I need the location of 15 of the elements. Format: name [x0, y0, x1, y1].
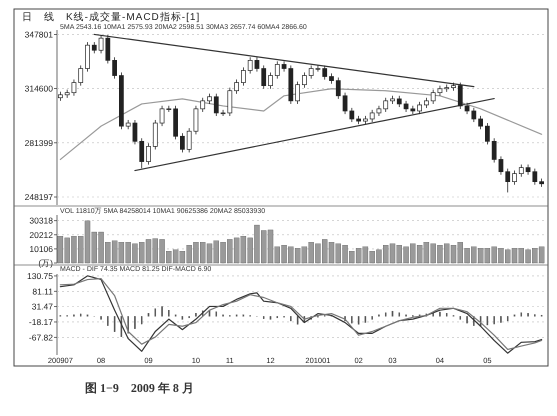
- y-tick-label: -18.17: [28, 316, 54, 327]
- y-tick-label: 347801: [24, 29, 54, 40]
- y-tick-label: 10106: [29, 244, 54, 254]
- y-tick-label: 281399: [24, 138, 54, 148]
- chart-title: 日 线 K线-成交量-MACD指标-[1]: [22, 11, 200, 23]
- caption: 图 1−9 2009 年 8 月: [85, 381, 194, 395]
- y-tick-label: 248197: [24, 192, 54, 202]
- y-tick-label: 30318: [29, 216, 54, 226]
- y-tick-label: 31.47: [32, 302, 54, 312]
- y-tick-label: 81.11: [32, 286, 54, 296]
- y-tick-label: 130.75: [27, 270, 54, 281]
- y-tick-label: -67.82: [28, 332, 54, 342]
- y-tick-label: 314600: [24, 84, 54, 94]
- y-tick-label: 20212: [29, 230, 54, 240]
- y-tick-label: (万): [38, 258, 54, 268]
